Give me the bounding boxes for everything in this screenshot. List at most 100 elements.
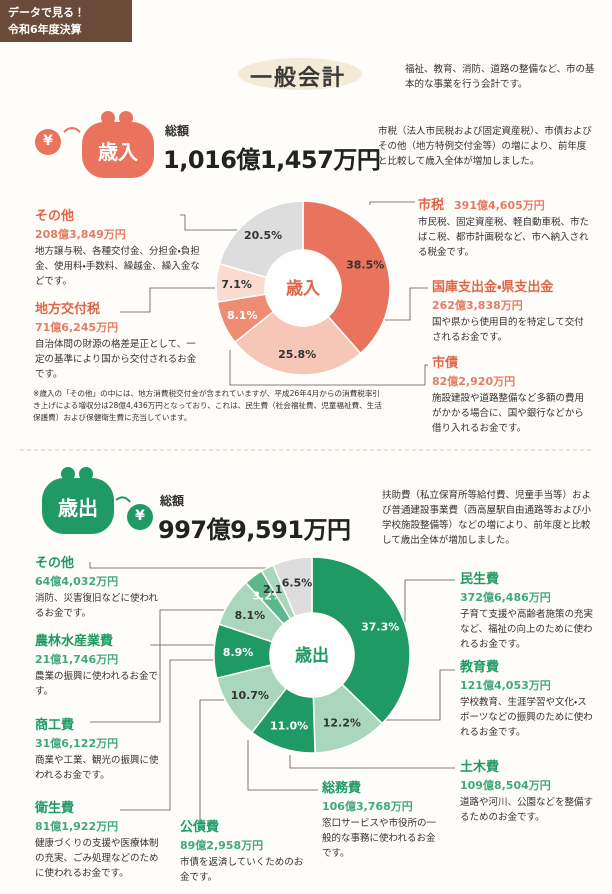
badge: データで見る！ 令和6年度決算 xyxy=(0,0,132,42)
legend-amount: 82億2,920万円 xyxy=(432,375,516,388)
legend-item: 農林水産業費 21億1,746万円農業の振興に使われるお金です。 xyxy=(35,630,163,699)
legend-name: 民生費 xyxy=(460,572,500,587)
legend-item: 商工費 31億6,122万円商業や工業、観光の振興に使われるお金です。 xyxy=(35,714,163,783)
legend-head: 国庫支出金・県支出金 xyxy=(432,276,592,295)
purse-clasp xyxy=(119,111,133,125)
slice-label: 7.1% xyxy=(221,278,252,291)
slice-label: 11.0% xyxy=(270,719,308,732)
total: 997億9,591万円 xyxy=(158,516,351,544)
legend-item: その他 64億4,032万円消防、災害復旧などに使われるお金です。 xyxy=(35,552,163,621)
pie-center xyxy=(267,252,339,324)
legend-name: 商工費 xyxy=(35,718,75,733)
legend-amount: 21億1,746万円 xyxy=(35,653,119,666)
legend-name: 総務費 xyxy=(322,781,362,796)
slice-label: 10.7% xyxy=(231,689,269,702)
legend-head: 総務費 xyxy=(322,777,440,796)
pie-slice xyxy=(233,310,362,376)
legend-note: 子育て支援や高齢者施策の充実など、福祉の向上のために使われるお金です。 xyxy=(460,609,594,650)
legend-amount: 89億2,958万円 xyxy=(180,839,264,852)
legend-note: 市民税、固定資産税、軽自動車税、市たばこ税、都市計画税など、市へ納入される税金で… xyxy=(418,217,590,258)
legend-head: 教育費 xyxy=(460,656,595,675)
legend-name: 国庫支出金・県支出金 xyxy=(432,280,554,295)
slice-label: 12.2% xyxy=(323,717,361,730)
legend-amount: 71億6,245万円 xyxy=(35,321,119,334)
legend-name: 農林水産業費 xyxy=(35,634,114,649)
legend-head: その他 xyxy=(35,205,200,224)
legend-amount: 64億4,032万円 xyxy=(35,575,119,588)
pie-slice xyxy=(272,556,313,618)
legend-note: 消防、災害復旧などに使われるお金です。 xyxy=(35,593,159,619)
yen: ¥ xyxy=(43,133,53,149)
legend-amount: 31億6,122万円 xyxy=(35,737,119,750)
slice-label: 20.5% xyxy=(244,229,282,242)
legend-head: 地方交付税 xyxy=(35,298,200,317)
legend-head: 土木費 xyxy=(460,756,595,775)
legend-item: 総務費 106億3,768万円 窓口サービスや市役所の一般的な事務に使われるお金です… xyxy=(322,777,440,861)
arrow xyxy=(115,496,131,503)
slice-label: 6.5% xyxy=(282,577,313,590)
arrow xyxy=(63,127,81,133)
purse-clasp xyxy=(101,111,115,125)
legend-head: 農林水産業費 xyxy=(35,630,163,649)
purse-clasp xyxy=(79,467,93,481)
slice-label: 8.9% xyxy=(223,646,254,659)
leader-lines xyxy=(89,201,455,820)
purse xyxy=(82,122,154,178)
legend-amount: 109億8,504万円 xyxy=(460,779,551,792)
note: ※歳入の「その他」の中には、地方消費税交付金が含まれていますが、平成26年4月か… xyxy=(33,389,382,422)
legend-name: その他 xyxy=(35,209,75,224)
legend-name: 公債費 xyxy=(180,820,220,835)
purse-clasp xyxy=(61,467,75,481)
legend-head: 市債 xyxy=(432,352,592,371)
title: 一般会計 xyxy=(250,66,347,91)
legend-note: 地方譲与税、各種交付金、分担金・負担金、使用料・手数料、繰越金、繰入金などです。 xyxy=(35,246,200,287)
badge-line: 令和6年度決算 xyxy=(8,23,82,36)
slice-label: 8.1% xyxy=(235,609,266,622)
legend-amount: 121億4,053万円 xyxy=(460,679,551,692)
yen: ¥ xyxy=(135,508,145,524)
legend-note: 商業や工業、観光の振興に使われるお金です。 xyxy=(35,755,159,781)
legend-head: 商工費 xyxy=(35,714,163,733)
legend-item: 民生費 372億6,486万円子育て支援や高齢者施策の充実など、福祉の向上のために… xyxy=(460,568,595,652)
legend-amount: 372億6,486万円 xyxy=(460,591,551,604)
pie-slice xyxy=(302,200,391,355)
legend-name: 衛生費 xyxy=(35,801,75,816)
slice-label: 25.8% xyxy=(278,348,316,361)
legend-amount: 208億3,849万円 xyxy=(35,228,126,241)
legend-head: 公債費 xyxy=(180,816,310,835)
description: 福祉、教育、消防、道路の整備など、市の基本的な事業を行う会計です。 xyxy=(405,64,595,90)
pie-slice xyxy=(311,556,411,725)
total-label: 総額 xyxy=(160,494,185,508)
legend-note: 健康づくりの支援や医療体制の充実、ごみ処理などのために使われるお金です。 xyxy=(35,838,159,879)
slice-label: 38.5% xyxy=(346,258,384,271)
legend-name: 地方交付税 xyxy=(35,302,101,317)
legend-item: 公債費 89億2,958万円市債を返済していくためのお金です。 xyxy=(180,816,310,885)
legend-name: 土木費 xyxy=(460,760,500,775)
yen-circle xyxy=(35,129,61,155)
legend-item: 教育費 121億4,053万円 学校教育、生涯学習や文化・スポーツなどの振興のために… xyxy=(460,656,595,740)
purse-label: 歳入 xyxy=(98,140,138,164)
pie-center xyxy=(272,615,352,695)
legend-note: 施設建設や道路整備など多額の費用がかかる場合に、国や銀行などから借り入れるお金で… xyxy=(432,393,585,434)
legend-amount: 81億1,922万円 xyxy=(35,820,119,833)
yen-circle xyxy=(127,504,153,530)
title-blob xyxy=(238,58,362,90)
legend-head: 衛生費 xyxy=(35,797,163,816)
legend-item: 国庫支出金・県支出金 262億3,838万円 国や県から使用目的を特定して交付される… xyxy=(432,276,592,345)
legend-name: 市税 xyxy=(418,198,445,213)
legend-item: 土木費 109億8,504万円 道路や河川、公園などを整備するためのお金です。 xyxy=(460,756,595,825)
legend-amount: 391億4,605万円 xyxy=(454,199,545,212)
legend-head: 民生費 xyxy=(460,568,595,587)
badge-line: データで見る！ xyxy=(8,6,85,19)
pie-slice xyxy=(218,200,304,279)
legend-note: 窓口サービスや市役所の一般的な事務に使われるお金です。 xyxy=(322,818,437,859)
legend-note: 農業の振興に使われるお金です。 xyxy=(35,671,159,697)
legend-note: 市債を返済していくためのお金です。 xyxy=(180,857,304,883)
legend-name: その他 xyxy=(35,556,75,571)
summary: 市税（法人市民税および固定資産税）、市債およびその他（地方特例交付金等）の増によ… xyxy=(378,126,592,167)
center-label: 歳入 xyxy=(286,278,320,299)
purse-label: 歳出 xyxy=(58,496,98,520)
legend-item: その他 208億3,849万円地方譲与税、各種交付金、分担金・負担金、使用料・手数… xyxy=(35,205,200,289)
center-label: 歳出 xyxy=(295,645,329,666)
